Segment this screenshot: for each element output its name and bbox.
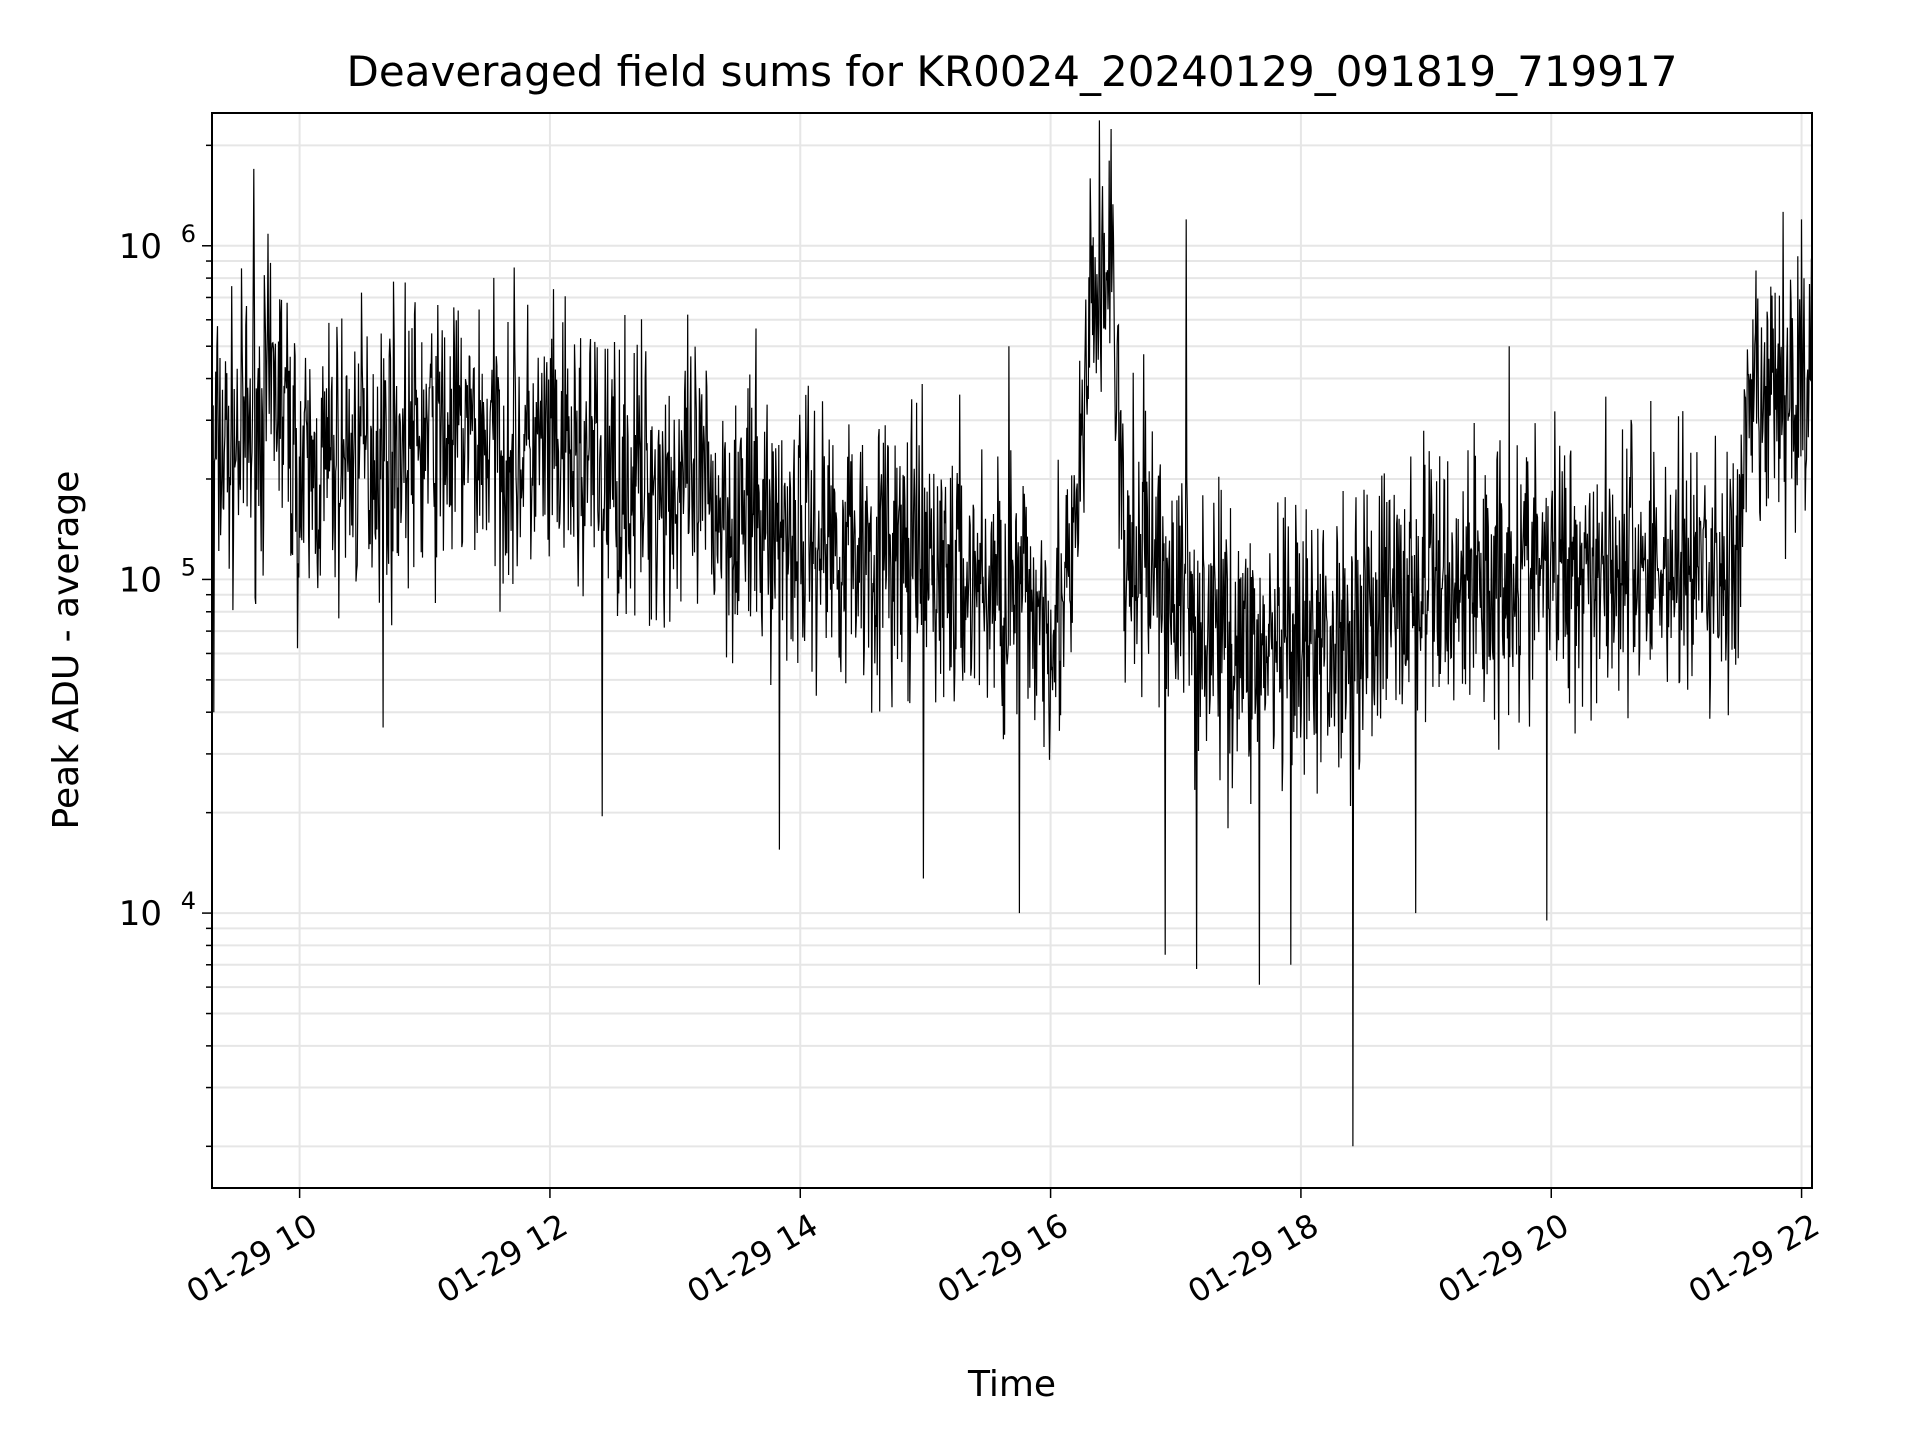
y-axis-label: Peak ADU - average [46,471,87,830]
y-tick-exponent: 4 [181,887,196,915]
grid-lines [212,113,1812,1188]
y-tick-label: 10 [119,894,162,934]
series-line [211,120,1813,1147]
y-axis-ticks: 10 4 10 5 10 6 [119,144,212,1148]
chart-title: Deaveraged field sums for KR0024_2024012… [347,47,1678,96]
y-tick-label: 10 [119,227,162,267]
plot-series [211,120,1813,1147]
plot-frame [211,112,1813,1189]
x-axis-label: Time [967,1364,1056,1405]
y-tick-label: 10 [119,560,162,600]
y-tick-exponent: 5 [181,553,196,581]
y-tick-exponent: 6 [181,220,196,248]
